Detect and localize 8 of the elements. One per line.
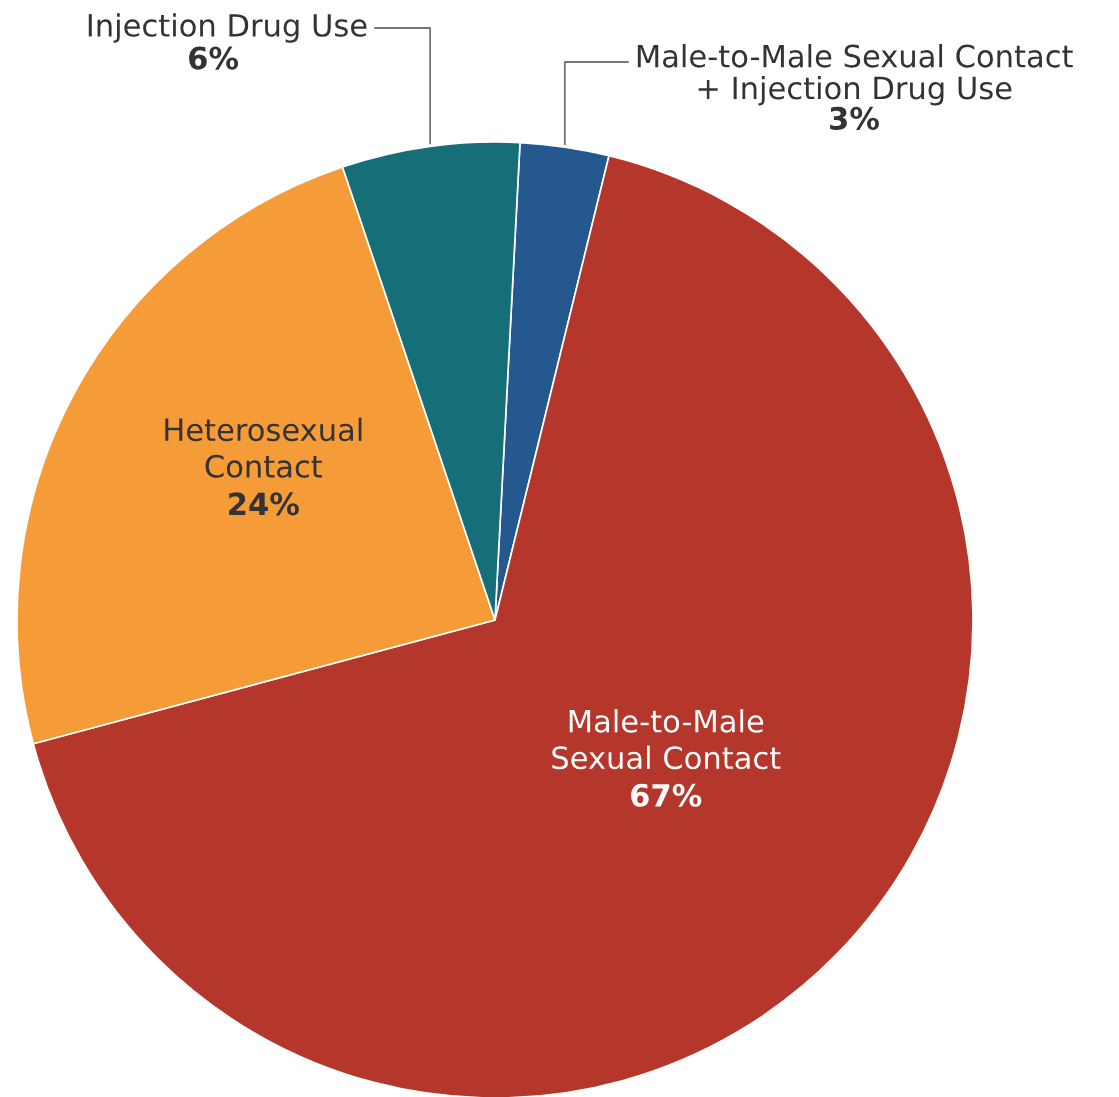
slice-label: Heterosexual Contact — [165, 417, 362, 478]
slice-label: Injection Drug Use — [88, 13, 367, 43]
data-label: 24% — [229, 492, 299, 516]
data-label: 3% — [830, 106, 879, 130]
slice-label: Male-to-Male Sexual Contact — [552, 709, 781, 770]
data-label: 6% — [189, 46, 239, 70]
slice-label: Male-to-Male Sexual Contact + Injection Drug Use — [637, 44, 1073, 106]
data-label: 67% — [631, 783, 702, 807]
